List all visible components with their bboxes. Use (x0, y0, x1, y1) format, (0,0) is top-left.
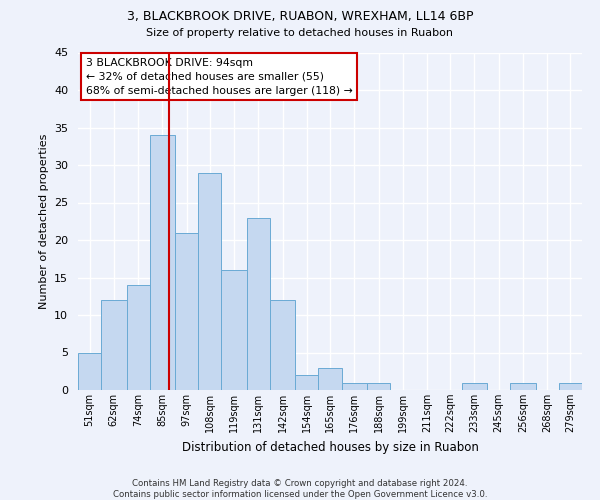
Bar (270, 300, 295, 390)
Bar (511, 382, 536, 390)
Bar (198, 172, 221, 390)
Text: Size of property relative to detached houses in Ruabon: Size of property relative to detached ho… (146, 28, 454, 38)
Bar (127, 285, 149, 390)
Bar (367, 382, 390, 390)
Bar (78, 352, 101, 390)
Bar (462, 382, 487, 390)
Y-axis label: Number of detached properties: Number of detached properties (38, 134, 49, 309)
Bar (295, 375, 319, 390)
Bar (559, 382, 582, 390)
Text: Contains public sector information licensed under the Open Government Licence v3: Contains public sector information licen… (113, 490, 487, 499)
Bar (221, 270, 247, 390)
X-axis label: Distribution of detached houses by size in Ruabon: Distribution of detached houses by size … (182, 440, 478, 454)
Bar (319, 368, 341, 390)
Text: 3 BLACKBROOK DRIVE: 94sqm
← 32% of detached houses are smaller (55)
68% of semi-: 3 BLACKBROOK DRIVE: 94sqm ← 32% of detac… (86, 58, 352, 96)
Bar (341, 382, 367, 390)
Text: 3, BLACKBROOK DRIVE, RUABON, WREXHAM, LL14 6BP: 3, BLACKBROOK DRIVE, RUABON, WREXHAM, LL… (127, 10, 473, 23)
Bar (149, 135, 175, 390)
Bar (101, 300, 127, 390)
Text: Contains HM Land Registry data © Crown copyright and database right 2024.: Contains HM Land Registry data © Crown c… (132, 478, 468, 488)
Bar (247, 218, 270, 390)
Bar (175, 232, 198, 390)
